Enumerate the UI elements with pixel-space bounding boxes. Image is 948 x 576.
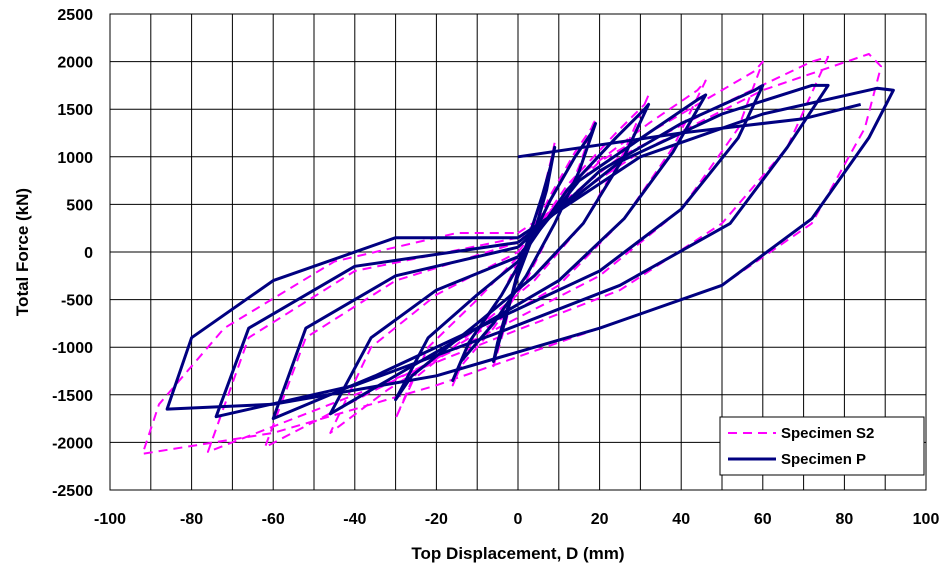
y-tick-label: 1500 xyxy=(57,102,93,119)
y-tick-label: -500 xyxy=(61,293,93,310)
series-specimen-p xyxy=(165,83,895,421)
x-tick-label: -40 xyxy=(343,511,366,528)
y-tick-label: -2000 xyxy=(52,435,93,452)
series-line-specimen-p xyxy=(214,83,830,419)
plot-border xyxy=(109,13,927,491)
y-axis-title: Total Force (kN) xyxy=(13,188,32,316)
x-tick-label: 60 xyxy=(754,511,772,528)
legend-label-specimen-p: Specimen P xyxy=(781,451,866,468)
series-line-specimen-p xyxy=(394,102,651,402)
x-tick-label: -60 xyxy=(262,511,285,528)
y-tick-label: 2000 xyxy=(57,55,93,72)
legend-box xyxy=(719,416,925,476)
series-line-specimen-p xyxy=(271,83,765,421)
tick-labels: -100 -80 -60 -40 -20 0 20 40 60 80 100 2500 2000 1500… xyxy=(52,7,939,528)
y-tick-label: 0 xyxy=(84,245,93,262)
y-tick-label: -1500 xyxy=(52,388,93,405)
legend: Specimen S2 Specimen P xyxy=(719,416,925,476)
series-line-specimen-p xyxy=(517,102,862,159)
y-tick-label: 1000 xyxy=(57,150,93,167)
y-tick-label: 500 xyxy=(66,197,93,214)
series-line-specimen-s2 xyxy=(264,60,764,449)
x-tick-label: 0 xyxy=(514,511,523,528)
x-tick-label: -80 xyxy=(180,511,203,528)
x-tick-label: -100 xyxy=(94,511,126,528)
series-line-specimen-s2 xyxy=(329,79,707,434)
x-tick-label: 40 xyxy=(672,511,690,528)
x-tick-label: 80 xyxy=(836,511,854,528)
x-axis-title: Top Displacement, D (mm) xyxy=(411,544,624,563)
x-tick-label: 100 xyxy=(913,511,940,528)
legend-label-specimen-s2: Specimen S2 xyxy=(781,425,874,442)
x-tick-label: -20 xyxy=(425,511,448,528)
y-tick-label: -1000 xyxy=(52,340,93,357)
series-line-specimen-p xyxy=(328,93,708,416)
series-line-specimen-p xyxy=(451,122,597,382)
y-tick-label: -2500 xyxy=(52,483,93,500)
y-tick-label: 2500 xyxy=(57,7,93,24)
series-line-specimen-p xyxy=(165,86,895,411)
x-tick-label: 20 xyxy=(591,511,609,528)
data-layer xyxy=(141,53,895,455)
